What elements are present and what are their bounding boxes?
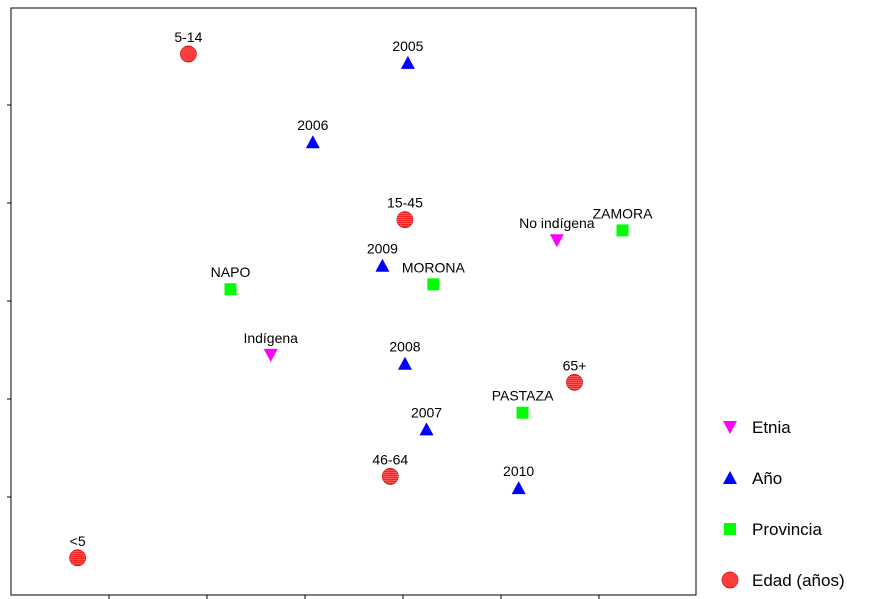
point-marker [511,481,526,495]
point-marker [263,348,278,362]
point-label: 2010 [503,463,534,479]
data-point: Indígena [243,330,298,362]
legend-label: Etnia [752,418,791,437]
data-point: 2005 [392,38,424,69]
data-point: No indígena [519,215,595,248]
data-point: 2010 [503,463,534,495]
point-label: 2008 [389,339,420,355]
point-label: 46-64 [372,451,408,467]
legend-marker [723,471,737,484]
data-point: NAPO [211,264,251,296]
data-point: 2009 [367,241,398,272]
point-marker [419,422,434,436]
data-point: 2008 [389,339,421,370]
point-marker [616,224,629,237]
legend-item: Edad (años) [721,571,845,590]
data-point: 2007 [411,404,442,436]
data-points: No indígena Indígena 2005 2006 2009 2008 2007 2… [69,29,654,567]
point-marker [397,356,412,370]
point-label: MORONA [402,259,466,275]
point-marker [400,55,415,69]
point-marker [375,258,390,272]
point-label: No indígena [519,215,595,231]
data-point: 65+ [563,357,587,391]
data-point: 2006 [297,117,329,149]
data-point: MORONA [402,259,466,291]
point-label: Indígena [243,330,298,346]
legend-label: Provincia [752,520,822,539]
legend-marker [723,421,737,434]
legend-item: Año [723,469,782,488]
legend-marker [724,523,736,535]
legend-label: Año [752,469,782,488]
legend: Etnia Año Provincia Edad (años) [721,418,845,590]
point-label: NAPO [211,264,251,280]
data-point: 46-64 [372,451,408,485]
point-marker [427,278,440,291]
axis-ticks [7,104,600,599]
data-point: 5-14 [174,29,203,63]
data-point: PASTAZA [492,388,554,419]
data-point: 15-45 [387,195,423,229]
point-label: ZAMORA [593,205,654,221]
point-marker [516,406,529,419]
point-label: 15-45 [387,195,423,211]
point-marker [305,135,320,149]
legend-label: Edad (años) [752,571,845,590]
point-label: 2009 [367,241,398,257]
data-point: <5 [69,533,87,567]
point-label: <5 [70,533,86,549]
plot-frame [10,7,697,596]
point-label: 2005 [392,38,423,54]
legend-item: Etnia [723,418,791,437]
data-point: ZAMORA [593,205,654,237]
point-marker [549,234,564,248]
point-label: PASTAZA [492,388,554,404]
point-label: 5-14 [174,29,202,45]
legend-item: Provincia [724,520,822,539]
point-label: 65+ [563,357,587,373]
point-label: 2006 [297,117,328,133]
point-label: 2007 [411,404,442,420]
point-marker [224,283,237,296]
